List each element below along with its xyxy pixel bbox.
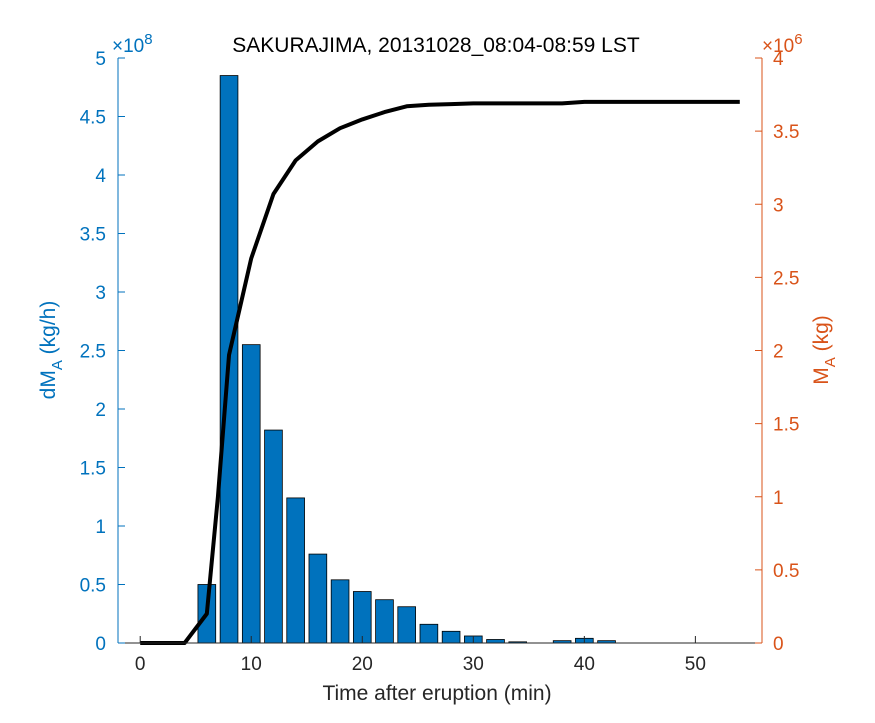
y-left-tick-label: 0: [95, 634, 106, 655]
x-tick-label: 50: [685, 654, 706, 675]
y-right-tick-label: 3: [773, 195, 784, 216]
bar: [241, 344, 261, 644]
x-tick-label: 30: [463, 654, 484, 675]
bar: [308, 553, 328, 644]
y-left-tick-label: 4: [95, 166, 106, 187]
bar: [352, 591, 372, 644]
bar: [330, 579, 350, 644]
y-axis-left-label: dMA (kg/h): [37, 301, 66, 400]
bar-series: [118, 75, 762, 644]
bar: [441, 630, 461, 644]
y-left-tick-label: 2.5: [80, 342, 106, 363]
y-right-tick-label: 4: [773, 49, 784, 70]
y-left-tick-label: 5: [95, 49, 106, 70]
y-axis-left-exponent: ×108: [112, 31, 153, 57]
x-tick-label: 20: [352, 654, 373, 675]
x-tick-label: 40: [574, 654, 595, 675]
cumulative-line: [140, 99, 740, 645]
y-left-tick-label: 3: [95, 283, 106, 304]
x-tick-label: 10: [241, 654, 262, 675]
y-right-tick-label: 0.5: [773, 561, 799, 582]
y-left-tick-label: 1: [95, 517, 106, 538]
bar: [397, 606, 416, 644]
bar: [264, 429, 283, 644]
y-left-tick-label: 2: [95, 400, 106, 421]
y-right-tick-label: 0: [773, 634, 784, 655]
bar: [419, 623, 439, 644]
y-right-tick-label: 1.5: [773, 415, 799, 436]
y-axis-right-exponent: ×106: [762, 31, 803, 57]
x-axis-label: Time after eruption (min): [322, 682, 551, 705]
y-left-tick-label: 4.5: [80, 108, 106, 129]
y-left-tick-label: 3.5: [80, 225, 106, 246]
x-tick-label: 0: [135, 654, 146, 675]
y-right-tick-label: 2: [773, 342, 784, 363]
y-axis-right-label: MA (kg): [810, 315, 839, 385]
y-right-tick-label: 2.5: [773, 268, 799, 289]
bar: [486, 639, 505, 644]
bar: [286, 497, 305, 644]
y-left-tick-label: 0.5: [80, 576, 106, 597]
cumulative-line-series: [140, 99, 740, 645]
chart-title: SAKURAJIMA, 20131028_08:04-08:59 LST: [232, 34, 640, 57]
bar: [375, 599, 394, 644]
y-left-tick-label: 1.5: [80, 459, 106, 480]
y-right-tick-label: 1: [773, 488, 784, 509]
y-right-tick-label: 3.5: [773, 122, 799, 143]
